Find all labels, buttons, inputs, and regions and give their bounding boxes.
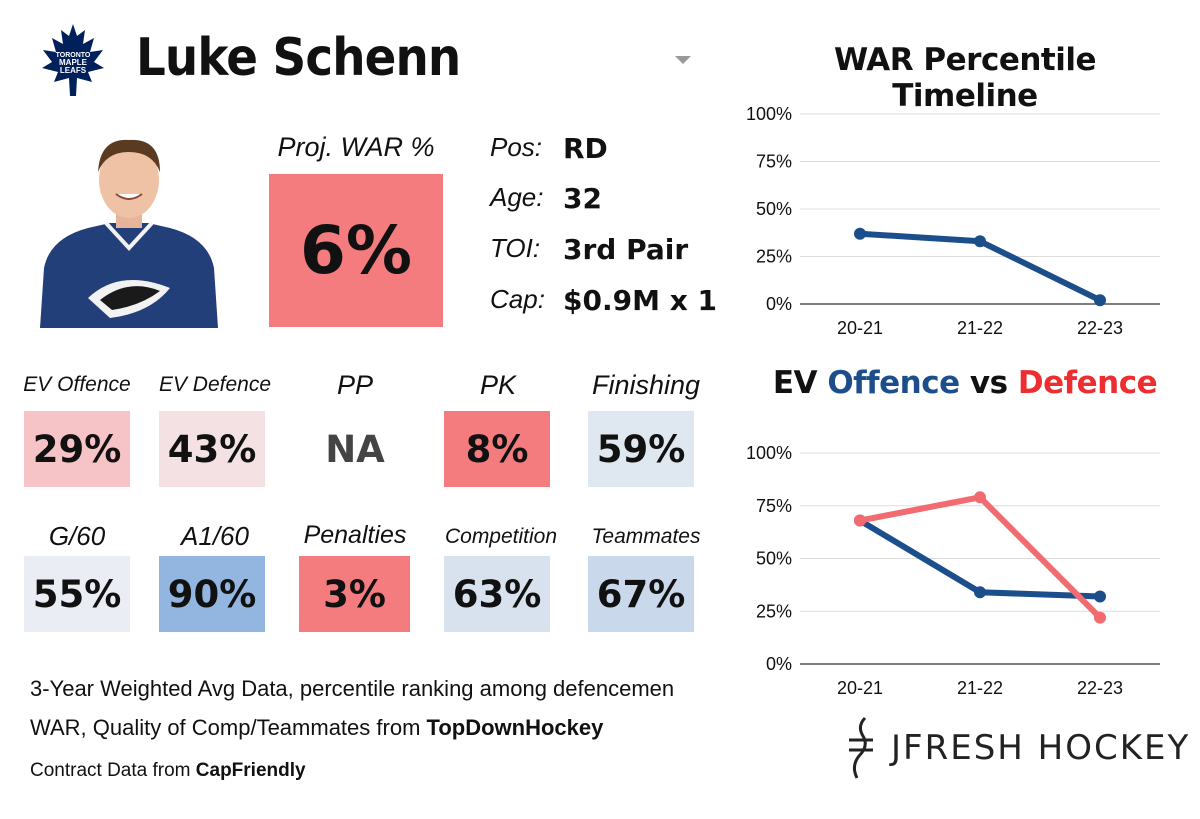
chart2-ytick-label: 25% (756, 601, 792, 621)
chart2-title-part-2: Offence (827, 365, 960, 401)
footer-line-3-prefix: Contract Data from (30, 760, 196, 781)
brand-logo-icon (849, 716, 873, 779)
proj-war-value: 6% (269, 174, 443, 327)
chart2-data-point (974, 586, 986, 599)
age-label: Age: (490, 182, 544, 212)
player-dropdown-icon[interactable] (675, 56, 691, 64)
player-name: Luke Schenn (136, 28, 461, 88)
chart1-data-point (974, 235, 986, 248)
ev-offence-value: 29% (24, 411, 130, 487)
chart2-data-point (1094, 590, 1106, 603)
a160-value: 90% (159, 556, 265, 632)
chart2-ytick-label: 0% (766, 654, 792, 674)
proj-war-label: Proj. WAR % (277, 132, 435, 162)
finishing-value: 59% (588, 411, 694, 487)
chart1-xtick-label: 21-22 (957, 318, 1003, 338)
chart2-xtick-label: 21-22 (957, 678, 1003, 698)
chart2-xtick-label: 20-21 (837, 678, 883, 698)
chart2-data-point (974, 491, 986, 504)
pos-label: Pos: (490, 132, 543, 162)
toi-label: TOI: (490, 233, 541, 263)
g60-label: G/60 (48, 521, 106, 551)
pk-label: PK (479, 370, 517, 400)
chart2-ytick-label: 100% (746, 443, 792, 463)
footer-source-topdownhockey: TopDownHockey (426, 715, 604, 740)
chart1-ytick-label: 25% (756, 247, 792, 267)
pp-label: PP (336, 370, 374, 400)
chart2-ytick-label: 75% (756, 496, 792, 516)
chart2-series-line-1 (857, 494, 1103, 621)
ev-defence-value: 43% (159, 411, 265, 487)
chart1-xtick-label: 20-21 (837, 318, 883, 338)
chart1-ytick-label: 100% (746, 104, 792, 124)
chart2-title-part-1: EV (772, 365, 828, 401)
brand-text: JFRESH HOCKEY (891, 728, 1191, 768)
penalties-label: Penalties (303, 521, 407, 549)
chart2-xtick-label: 22-23 (1077, 678, 1123, 698)
chart2-data-point (854, 514, 866, 527)
chart1-ytick-label: 0% (766, 294, 792, 314)
footer-line-1: 3-Year Weighted Avg Data, percentile ran… (30, 676, 675, 701)
toi-value: 3rd Pair (563, 233, 689, 266)
logo-text-1: TORONTO (56, 52, 91, 59)
player-photo (40, 139, 218, 328)
footer-line-2-prefix: WAR, Quality of Comp/Teammates from (30, 715, 427, 740)
chart2-title: EV Offence vs Defence (760, 365, 1170, 401)
footer-source-capfriendly: CapFriendly (195, 760, 306, 781)
chart1-ytick-label: 75% (756, 152, 792, 172)
chart2-data-point (1094, 611, 1106, 624)
teammates-value: 67% (588, 556, 694, 632)
chart1-data-point (1094, 294, 1106, 307)
logo-text-2: MAPLE (59, 58, 88, 67)
chart2-title-part-4: Defence (1017, 365, 1158, 401)
footer-line-3: Contract Data from CapFriendly (30, 760, 306, 782)
g60-value: 55% (24, 556, 130, 632)
competition-value: 63% (444, 556, 550, 632)
chart1-xtick-label: 22-23 (1077, 318, 1123, 338)
ev-offence-label: EV Offence (23, 373, 131, 396)
pp-value: NA (302, 411, 408, 487)
penalties-value: 3% (299, 556, 410, 632)
a160-label: A1/60 (181, 521, 249, 551)
war-percentile-timeline-chart: 0% 25% 50% 75% 100% 20-21 21-22 22-23 (746, 104, 1160, 338)
logo-text-3: LEAFS (60, 66, 87, 75)
chart1-ytick-label: 50% (756, 199, 792, 219)
pk-value: 8% (444, 411, 550, 487)
age-value: 32 (563, 182, 602, 215)
chart2-ytick-label: 50% (756, 549, 792, 569)
team-logo: TORONTO MAPLE LEAFS (42, 24, 104, 96)
brand: JFRESH HOCKEY (843, 716, 1190, 780)
cap-label: Cap: (490, 284, 545, 314)
pos-value: RD (563, 132, 608, 165)
competition-label: Competition (444, 525, 558, 548)
chart1-data-point (854, 227, 866, 240)
cap-value: $0.9M x 1 (563, 284, 717, 317)
ev-offence-vs-defence-chart: 0% 25% 50% 75% 100% 20-21 21-22 22-23 (746, 443, 1160, 698)
chart2-title-part-3: vs (959, 365, 1018, 401)
finishing-label: Finishing (591, 370, 701, 400)
chart1-title: WAR Percentile Timeline (833, 42, 1097, 114)
footer-line-2: WAR, Quality of Comp/Teammates from TopD… (30, 715, 603, 741)
teammates-label: Teammates (591, 525, 701, 548)
ev-defence-label: EV Defence (158, 373, 272, 396)
